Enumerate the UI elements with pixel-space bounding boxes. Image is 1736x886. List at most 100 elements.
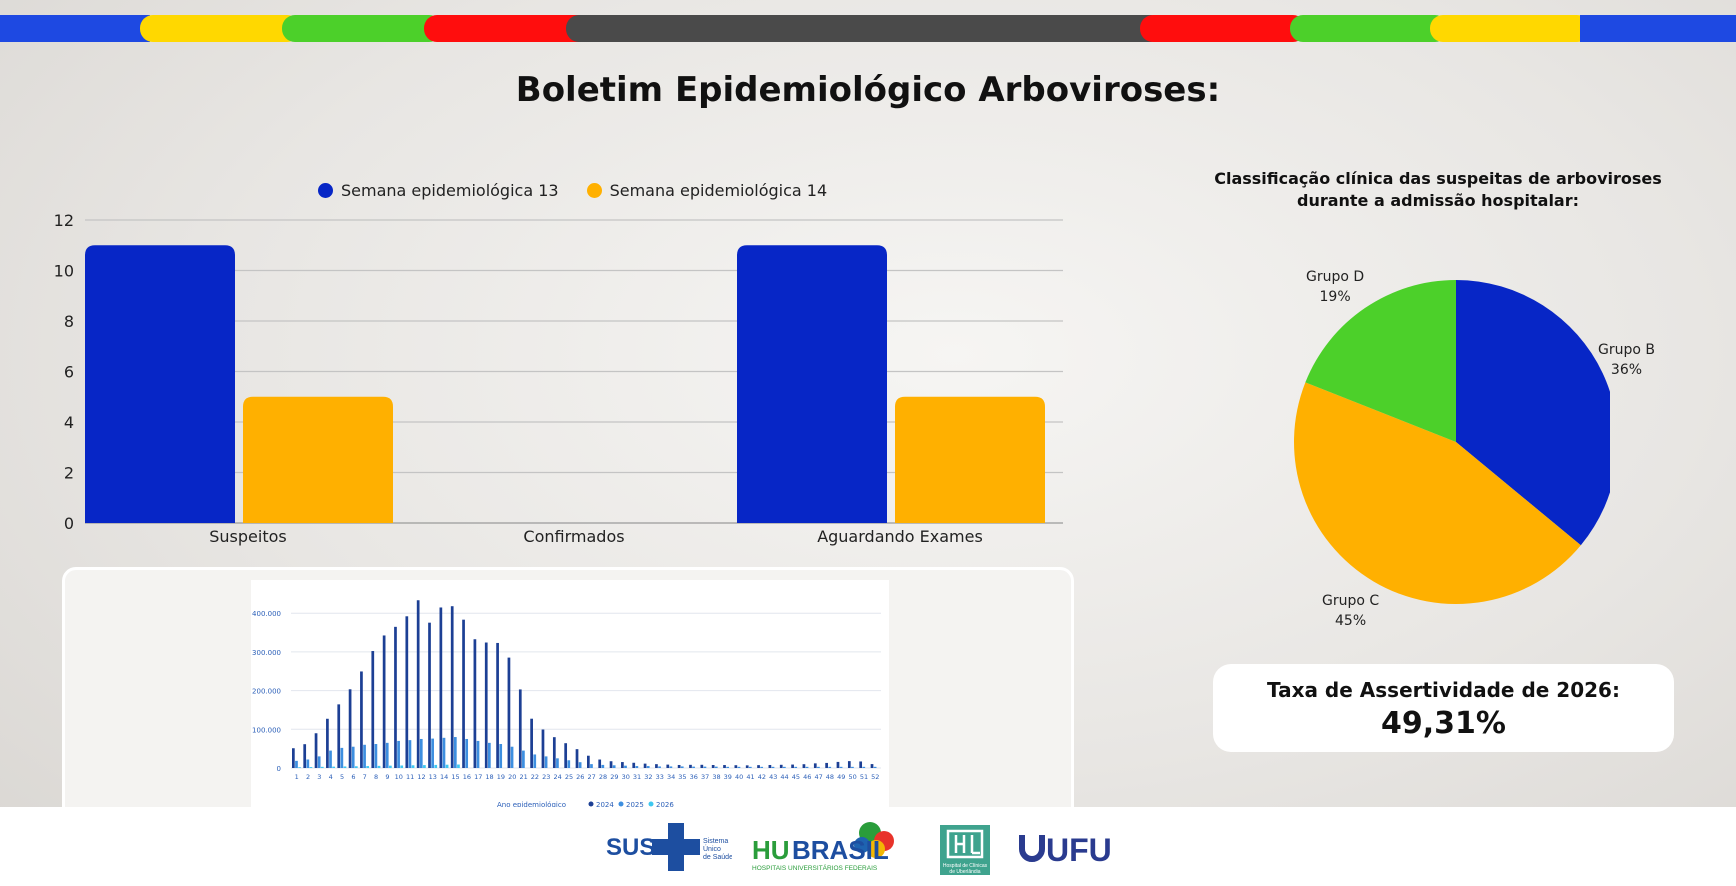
hist-x-tick-label: 50 [848,773,856,781]
hist-bar [411,765,415,768]
hist-bar [317,756,321,768]
hist-bar [348,689,352,768]
hist-bar [329,750,332,768]
hist-x-tick-label: 26 [576,773,584,781]
hist-bar [488,742,491,768]
hist-x-tick-label: 23 [542,773,550,781]
hist-bar [612,765,616,768]
svg-text:UFU: UFU [1046,832,1112,865]
y-tick-label: 6 [64,363,74,382]
hist-x-tick-label: 51 [860,773,868,781]
hist-bar [873,766,877,768]
hist-bar [522,750,525,768]
hist-legend-dot [648,801,654,807]
hist-y-tick-label: 400.000 [252,610,281,618]
hist-x-tick-label: 42 [758,773,766,781]
hist-bar [632,762,636,768]
hist-x-tick-label: 17 [474,773,482,781]
hist-bar [499,744,503,768]
hist-bar [445,764,449,768]
svg-text:de Saúde: de Saúde [703,854,732,861]
hist-bar [473,639,477,768]
footer-logos: SUS Sistema Único de Saúde HU BRASIL HOS… [0,807,1736,886]
sus-logo: SUS Sistema Único de Saúde [606,823,732,871]
hist-x-tick-label: 49 [837,773,845,781]
hist-x-tick-label: 44 [780,773,788,781]
hist-bar [745,765,749,768]
hist-bar [609,761,613,768]
svg-text:HU: HU [752,835,790,865]
hist-bar [587,755,590,768]
page-title: Boletim Epidemiológico Arboviroses: [515,70,1221,110]
hist-bar [658,766,661,768]
hist-bar [457,764,460,768]
hist-bar [419,738,423,768]
hist-legend-title: Ano epidemiológico [497,801,566,809]
hist-bar [510,746,514,768]
hist-legend-label: 2025 [626,801,644,809]
hist-bar [836,761,840,768]
hist-bar [431,738,434,768]
hist-bar [439,607,443,768]
hist-x-tick-label: 28 [599,773,607,781]
hist-y-tick-label: 100.000 [252,726,281,734]
stripe-green-right [1290,15,1448,42]
hist-bar [757,765,760,768]
y-tick-label: 8 [64,312,74,331]
hist-bar [847,761,851,768]
hist-x-tick-label: 30 [622,773,630,781]
hist-bar [377,765,381,768]
y-tick-label: 0 [64,514,74,533]
hist-bar [428,622,431,768]
hist-bar [405,616,409,768]
hubrasil-logo: HU BRASIL HOSPITAIS UNIVERSITÁRIOS FEDER… [752,822,894,872]
hist-x-tick-label: 6 [351,773,355,781]
y-tick-label: 12 [54,211,74,230]
hist-bar [760,766,764,768]
hist-bar [541,729,545,768]
hist-x-tick-label: 2 [306,773,310,781]
assertiveness-rate-card: Taxa de Assertividade de 2026: 49,31% [1213,664,1674,752]
hist-bar [680,766,684,768]
hist-bar [601,764,605,768]
hist-bar [298,767,301,768]
stripe-gray-center [566,15,1164,42]
hist-x-tick-label: 1 [295,773,299,781]
hist-bar [666,764,670,768]
x-category-label: Confirmados [523,527,624,546]
hist-bar [416,600,420,768]
hist-bar [748,766,752,768]
hist-bar [802,764,806,768]
hist-x-tick-label: 15 [451,773,459,781]
hist-bar [389,765,392,768]
hist-y-tick-label: 0 [277,765,281,773]
hist-bar [453,737,457,768]
svg-text:Sistema: Sistema [703,838,728,845]
hist-x-tick-label: 10 [395,773,403,781]
pie-label-grupo-b: Grupo B 36% [1598,340,1655,380]
hist-bar [714,766,718,768]
bar-chart-legend: Semana epidemiológica 13 Semana epidemio… [318,181,827,200]
hist-bar [677,764,681,768]
hist-x-tick-label: 52 [871,773,879,781]
pie-label-grupo-b-value: 36% [1610,362,1643,378]
hist-bar [295,760,298,768]
legend-dot-week-14 [586,183,602,198]
stripe-red-right [1140,15,1306,42]
hist-legend-dot [588,801,594,807]
hist-bar [723,765,726,768]
pie-label-grupo-d-name: Grupo D [1306,269,1365,285]
hist-x-tick-label: 35 [678,773,686,781]
hist-bar [385,742,389,768]
hist-bar [309,767,313,768]
hist-bar [320,766,324,768]
hist-x-tick-label: 46 [803,773,811,781]
legend-item-week-13: Semana epidemiológica 13 [318,181,559,200]
hist-y-tick-label: 300.000 [252,649,281,657]
hist-x-tick-label: 38 [712,773,720,781]
hist-bar [779,764,783,768]
pie-slice [1294,382,1581,604]
hist-bar [828,766,832,768]
hist-bar [518,689,522,768]
pie-slice [1305,280,1456,442]
